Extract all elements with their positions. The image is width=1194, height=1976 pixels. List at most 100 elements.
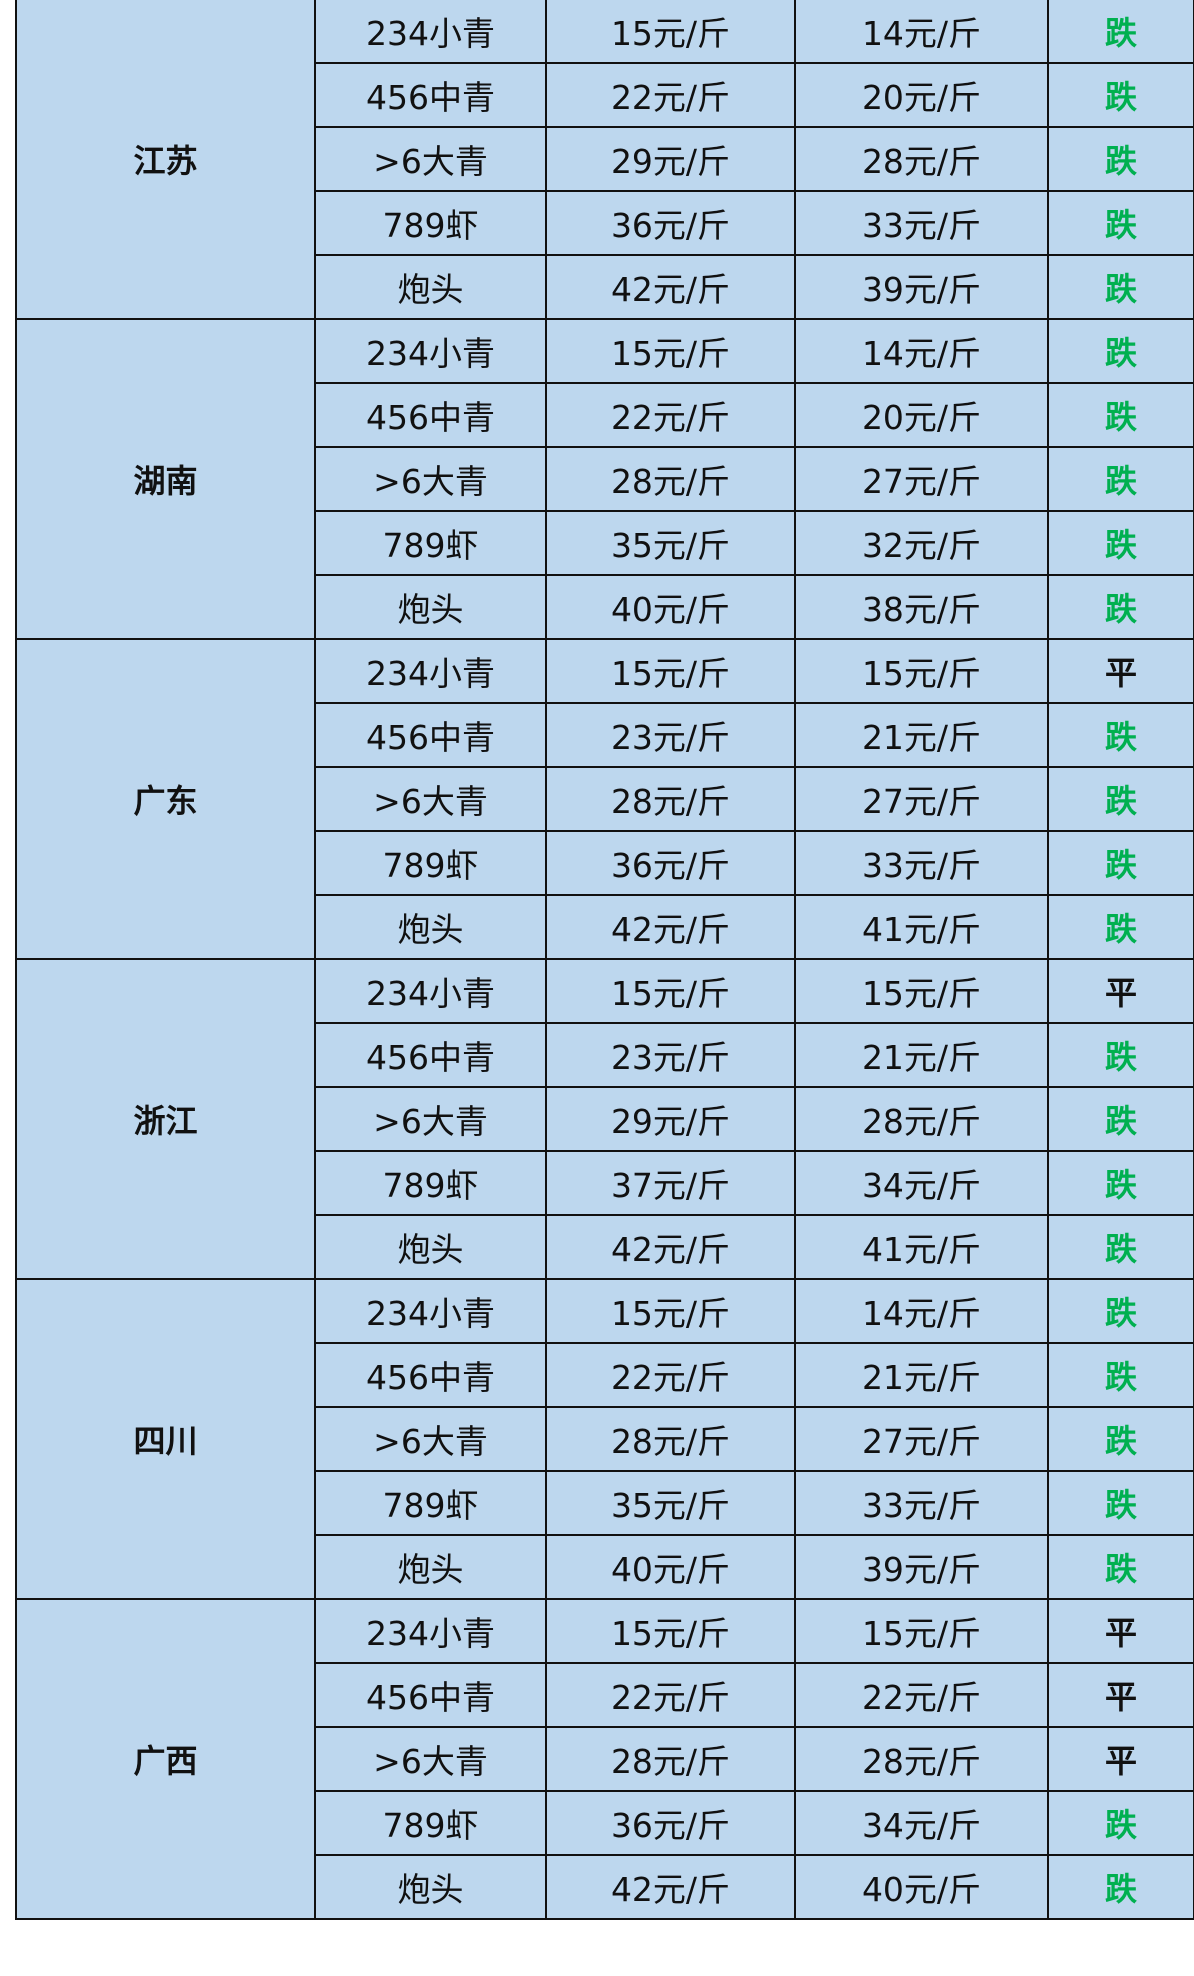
new-price-cell: 20元/斤 (794, 382, 1049, 448)
old-price-cell: 22元/斤 (545, 62, 796, 128)
old-price-cell: 28元/斤 (545, 1406, 796, 1472)
old-price-cell: 28元/斤 (545, 766, 796, 832)
spec-cell: 456中青 (314, 1022, 547, 1088)
spec-cell: 234小青 (314, 638, 547, 704)
table-row: 江苏 234小青 15元/斤 14元/斤跌 (15, 0, 1194, 320)
new-price-cell: 34元/斤 (794, 1790, 1049, 1856)
new-price-cell: 27元/斤 (794, 446, 1049, 512)
trend-cell: 跌 (1047, 1790, 1194, 1856)
trend-cell: 跌 (1047, 62, 1194, 128)
old-price-cell: 22元/斤 (545, 1662, 796, 1728)
old-price-cell: 15元/斤 (545, 0, 796, 64)
spec-cell: 789虾 (314, 1470, 547, 1536)
spec-cell: 234小青 (314, 958, 547, 1024)
table-row: 四川 234小青 15元/斤 14元/斤跌 (15, 1278, 1194, 1600)
trend-cell: 跌 (1047, 1342, 1194, 1408)
spec-cell: 炮头 (314, 1534, 547, 1600)
trend-cell: 跌 (1047, 830, 1194, 896)
spec-cell: 炮头 (314, 254, 547, 320)
region-cell: 浙江 (15, 958, 316, 1280)
table-row: 789虾 35元/斤 33元/斤跌 (16, 1470, 1194, 1536)
new-price-cell: 21元/斤 (794, 702, 1049, 768)
old-price-cell: 35元/斤 (545, 510, 796, 576)
table-row: 456中青 22元/斤 21元/斤跌 (16, 1342, 1194, 1408)
trend-cell: 跌 (1047, 1022, 1194, 1088)
price-table-body: 江苏 234小青 15元/斤 14元/斤跌 456中青 22元/斤 20元/斤跌 >6大青 29… (15, 0, 1194, 1920)
trend-cell: 跌 (1047, 702, 1194, 768)
new-price-cell: 33元/斤 (794, 190, 1049, 256)
trend-cell: 跌 (1047, 254, 1194, 320)
old-price-cell: 42元/斤 (545, 1854, 796, 1920)
table-row: 炮头 42元/斤 41元/斤跌 (16, 894, 1194, 960)
price-table: 江苏 234小青 15元/斤 14元/斤跌 456中青 22元/斤 20元/斤跌 >6大青 29… (15, 0, 1194, 1920)
spec-cell: >6大青 (314, 766, 547, 832)
new-price-cell: 41元/斤 (794, 894, 1049, 960)
table-row: 456中青 22元/斤 20元/斤跌 (16, 382, 1194, 448)
old-price-cell: 40元/斤 (545, 1534, 796, 1600)
table-row: >6大青 29元/斤 28元/斤跌 (16, 126, 1194, 192)
table-row: >6大青 28元/斤 28元/斤平 (16, 1726, 1194, 1792)
spec-cell: 456中青 (314, 1662, 547, 1728)
new-price-cell: 34元/斤 (794, 1150, 1049, 1216)
spec-cell: 234小青 (314, 1278, 547, 1344)
table-row: 浙江 234小青 15元/斤 15元/斤平 (15, 958, 1194, 1280)
spec-cell: 456中青 (314, 1342, 547, 1408)
table-row: >6大青 28元/斤 27元/斤跌 (16, 1406, 1194, 1472)
table-row: 789虾 36元/斤 34元/斤跌 (16, 1790, 1194, 1856)
old-price-cell: 15元/斤 (545, 318, 796, 384)
table-row: 789虾 36元/斤 33元/斤跌 (16, 830, 1194, 896)
table-row: >6大青 28元/斤 27元/斤跌 (16, 766, 1194, 832)
table-row: 炮头 40元/斤 38元/斤跌 (16, 574, 1194, 640)
spec-cell: >6大青 (314, 446, 547, 512)
spec-cell: 789虾 (314, 1150, 547, 1216)
trend-cell: 平 (1047, 638, 1194, 704)
new-price-cell: 21元/斤 (794, 1342, 1049, 1408)
trend-cell: 跌 (1047, 1406, 1194, 1472)
old-price-cell: 15元/斤 (545, 1278, 796, 1344)
new-price-cell: 41元/斤 (794, 1214, 1049, 1280)
table-row: 456中青 22元/斤 20元/斤跌 (16, 62, 1194, 128)
table-row: 炮头 40元/斤 39元/斤跌 (16, 1534, 1194, 1600)
new-price-cell: 32元/斤 (794, 510, 1049, 576)
table-row: 456中青 23元/斤 21元/斤跌 (16, 702, 1194, 768)
table-row: 789虾 35元/斤 32元/斤跌 (16, 510, 1194, 576)
region-cell: 湖南 (15, 318, 316, 640)
spec-cell: 789虾 (314, 1790, 547, 1856)
spec-cell: 炮头 (314, 1854, 547, 1920)
trend-cell: 跌 (1047, 1278, 1194, 1344)
old-price-cell: 36元/斤 (545, 1790, 796, 1856)
old-price-cell: 22元/斤 (545, 382, 796, 448)
trend-cell: 跌 (1047, 894, 1194, 960)
new-price-cell: 39元/斤 (794, 1534, 1049, 1600)
trend-cell: 跌 (1047, 1150, 1194, 1216)
new-price-cell: 14元/斤 (794, 318, 1049, 384)
spec-cell: >6大青 (314, 1406, 547, 1472)
new-price-cell: 33元/斤 (794, 1470, 1049, 1536)
trend-cell: 跌 (1047, 1534, 1194, 1600)
spec-cell: 456中青 (314, 702, 547, 768)
region-cell: 广西 (15, 1598, 316, 1920)
spec-cell: 789虾 (314, 830, 547, 896)
new-price-cell: 15元/斤 (794, 1598, 1049, 1664)
new-price-cell: 28元/斤 (794, 1726, 1049, 1792)
table-row: 789虾 36元/斤 33元/斤跌 (16, 190, 1194, 256)
spec-cell: 234小青 (314, 1598, 547, 1664)
trend-cell: 跌 (1047, 190, 1194, 256)
trend-cell: 跌 (1047, 1854, 1194, 1920)
old-price-cell: 28元/斤 (545, 446, 796, 512)
old-price-cell: 42元/斤 (545, 254, 796, 320)
table-row: 炮头 42元/斤 40元/斤跌 (16, 1854, 1194, 1920)
new-price-cell: 28元/斤 (794, 126, 1049, 192)
old-price-cell: 28元/斤 (545, 1726, 796, 1792)
table-row: 789虾 37元/斤 34元/斤跌 (16, 1150, 1194, 1216)
trend-cell: 跌 (1047, 510, 1194, 576)
old-price-cell: 15元/斤 (545, 1598, 796, 1664)
old-price-cell: 37元/斤 (545, 1150, 796, 1216)
new-price-cell: 20元/斤 (794, 62, 1049, 128)
spec-cell: >6大青 (314, 1086, 547, 1152)
spec-cell: >6大青 (314, 1726, 547, 1792)
spec-cell: 炮头 (314, 574, 547, 640)
table-row: >6大青 28元/斤 27元/斤跌 (16, 446, 1194, 512)
spec-cell: 789虾 (314, 510, 547, 576)
old-price-cell: 36元/斤 (545, 830, 796, 896)
